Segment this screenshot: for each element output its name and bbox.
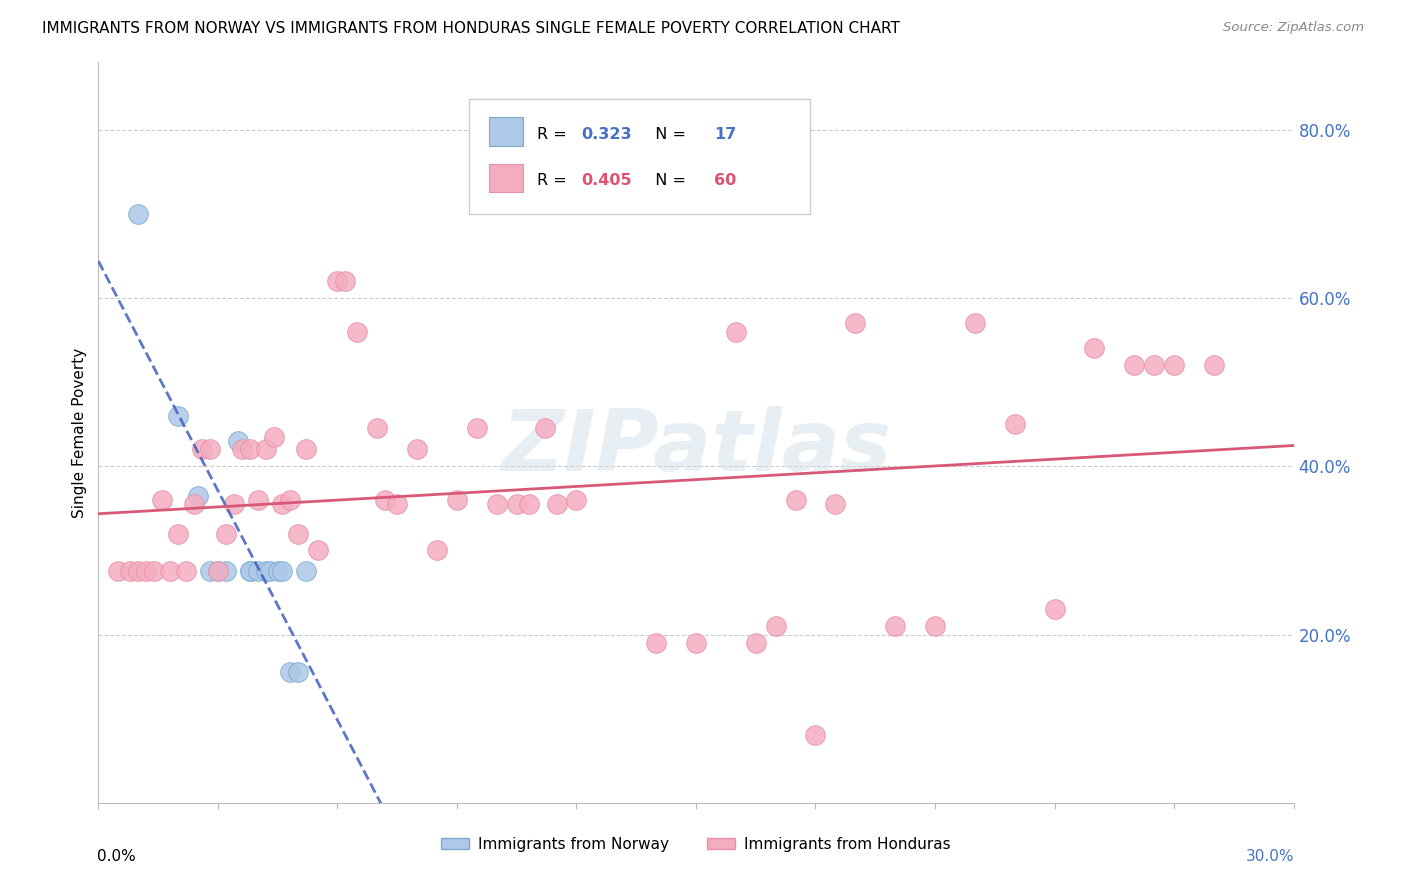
Point	[150, 492, 173, 507]
Point	[1202, 359, 1225, 373]
Point	[1123, 359, 1146, 373]
Point	[254, 442, 277, 457]
Point	[1083, 342, 1105, 356]
Point	[174, 565, 197, 579]
Point	[426, 543, 449, 558]
Text: 0.0%: 0.0%	[97, 848, 136, 863]
Point	[884, 619, 907, 633]
Point	[685, 636, 707, 650]
Bar	[489, 118, 523, 145]
Text: 30.0%: 30.0%	[1246, 848, 1295, 863]
Bar	[489, 164, 523, 192]
Point	[485, 497, 508, 511]
Point	[326, 274, 349, 288]
Point	[335, 274, 357, 288]
Point	[506, 497, 529, 511]
Point	[215, 526, 238, 541]
Point	[406, 442, 429, 457]
Point	[565, 492, 588, 507]
Point	[167, 409, 190, 423]
Point	[278, 665, 301, 680]
Point	[785, 492, 807, 507]
Point	[517, 497, 540, 511]
Point	[465, 421, 488, 435]
Point	[222, 497, 245, 511]
Point	[239, 565, 262, 579]
Point	[226, 434, 249, 448]
Text: Source: ZipAtlas.com: Source: ZipAtlas.com	[1223, 21, 1364, 34]
Point	[844, 316, 866, 330]
Point	[191, 442, 214, 457]
Point	[198, 565, 221, 579]
Point	[198, 442, 221, 457]
Point	[159, 565, 181, 579]
Point	[207, 565, 229, 579]
Text: R =: R =	[537, 127, 572, 142]
Point	[346, 325, 368, 339]
Text: 17: 17	[714, 127, 737, 142]
Point	[294, 442, 316, 457]
Point	[215, 565, 238, 579]
Point	[1163, 359, 1185, 373]
Text: N =: N =	[644, 127, 690, 142]
Point	[1004, 417, 1026, 432]
Point	[307, 543, 329, 558]
Point	[287, 526, 309, 541]
Point	[263, 430, 285, 444]
Point	[107, 565, 129, 579]
Point	[127, 207, 149, 221]
Point	[231, 442, 253, 457]
Point	[645, 636, 668, 650]
Point	[924, 619, 946, 633]
Point	[446, 492, 468, 507]
Point	[207, 565, 229, 579]
Point	[724, 325, 747, 339]
Point	[745, 636, 768, 650]
Legend: Immigrants from Norway, Immigrants from Honduras: Immigrants from Norway, Immigrants from …	[436, 830, 956, 858]
Point	[167, 526, 190, 541]
Text: ZIPatlas: ZIPatlas	[501, 406, 891, 489]
Point	[294, 565, 316, 579]
Point	[804, 729, 827, 743]
Point	[385, 497, 409, 511]
Point	[187, 489, 209, 503]
Point	[1143, 359, 1166, 373]
Text: 0.405: 0.405	[581, 173, 631, 188]
FancyBboxPatch shape	[470, 99, 810, 214]
Point	[143, 565, 166, 579]
Point	[287, 665, 309, 680]
Text: 60: 60	[714, 173, 737, 188]
Point	[239, 565, 262, 579]
Point	[239, 442, 262, 457]
Text: R =: R =	[537, 173, 572, 188]
Text: 0.323: 0.323	[581, 127, 631, 142]
Point	[270, 497, 292, 511]
Point	[1043, 602, 1066, 616]
Point	[366, 421, 388, 435]
Point	[135, 565, 157, 579]
Point	[246, 565, 269, 579]
Point	[127, 565, 149, 579]
Point	[963, 316, 986, 330]
Point	[765, 619, 787, 633]
Point	[546, 497, 568, 511]
Point	[246, 492, 269, 507]
Point	[824, 497, 846, 511]
Point	[374, 492, 396, 507]
Point	[183, 497, 205, 511]
Point	[254, 565, 277, 579]
Y-axis label: Single Female Poverty: Single Female Poverty	[72, 348, 87, 517]
Text: N =: N =	[644, 173, 690, 188]
Point	[120, 565, 142, 579]
Point	[267, 565, 290, 579]
Point	[259, 565, 281, 579]
Point	[270, 565, 292, 579]
Text: IMMIGRANTS FROM NORWAY VS IMMIGRANTS FROM HONDURAS SINGLE FEMALE POVERTY CORRELA: IMMIGRANTS FROM NORWAY VS IMMIGRANTS FRO…	[42, 21, 900, 36]
Point	[278, 492, 301, 507]
Point	[533, 421, 555, 435]
